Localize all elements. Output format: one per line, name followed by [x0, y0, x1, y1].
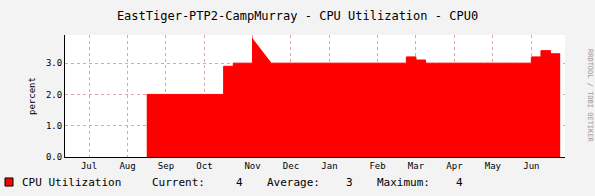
- svg-text:Nov: Nov: [244, 161, 260, 171]
- svg-text:Sep: Sep: [158, 161, 174, 171]
- svg-text:Apr: Apr: [446, 161, 463, 171]
- svg-text:Jun: Jun: [523, 161, 539, 171]
- svg-text:4: 4: [456, 176, 463, 189]
- svg-text:3.0: 3.0: [46, 58, 62, 68]
- svg-text:Feb: Feb: [369, 161, 385, 171]
- svg-text:CPU Utilization: CPU Utilization: [22, 176, 121, 189]
- svg-text:Current:: Current:: [152, 176, 205, 189]
- svg-text:RRDTOOL / TOBI OETIKER: RRDTOOL / TOBI OETIKER: [586, 49, 594, 143]
- svg-text:Oct: Oct: [196, 161, 212, 171]
- svg-text:Jan: Jan: [321, 161, 337, 171]
- svg-text:4: 4: [236, 176, 243, 189]
- svg-text:May: May: [485, 161, 502, 171]
- svg-text:Maximum:: Maximum:: [377, 176, 430, 189]
- svg-text:EastTiger-PTP2-CampMurray - CP: EastTiger-PTP2-CampMurray - CPU Utilizat…: [117, 9, 478, 23]
- svg-text:0.0: 0.0: [46, 152, 62, 162]
- svg-text:2.0: 2.0: [46, 90, 62, 100]
- svg-text:Aug: Aug: [119, 161, 135, 171]
- svg-text:Jul: Jul: [81, 161, 97, 171]
- svg-text:Mar: Mar: [408, 161, 425, 171]
- svg-text:percent: percent: [27, 77, 37, 115]
- svg-text:Dec: Dec: [283, 161, 299, 171]
- svg-text:3: 3: [346, 176, 353, 189]
- svg-text:Average:: Average:: [267, 176, 320, 189]
- svg-text:1.0: 1.0: [46, 121, 62, 131]
